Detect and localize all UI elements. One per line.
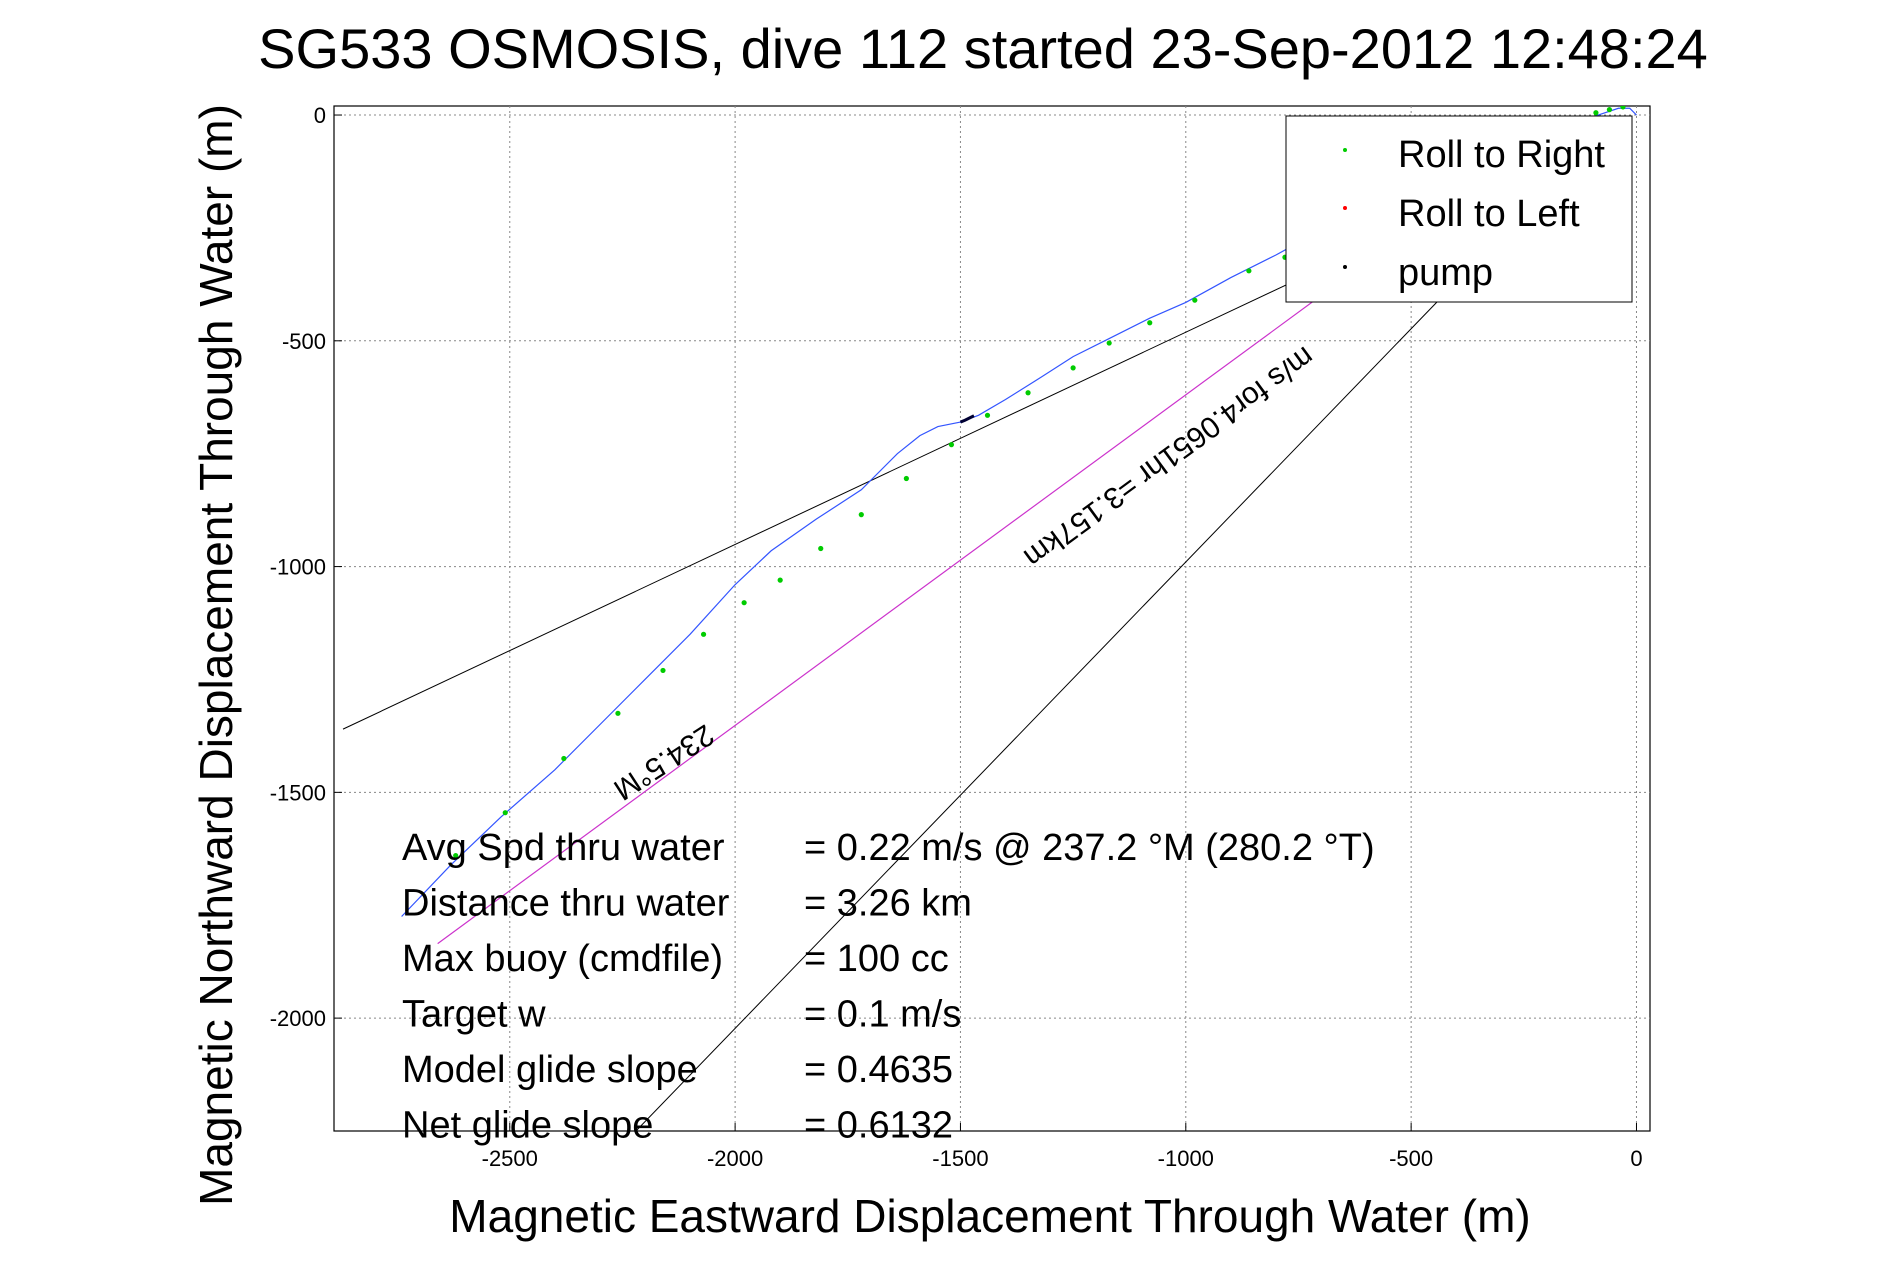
roll-right-point (858, 512, 864, 518)
legend-label-roll-right: Roll to Right (1398, 134, 1605, 176)
roll-right-point (660, 667, 666, 674)
x-tick-label: -1000 (1158, 1146, 1214, 1171)
roll-right-point (561, 755, 567, 762)
roll-right-point (777, 577, 783, 583)
legend: Roll to Right Roll to Left pump (1285, 115, 1633, 303)
roll-right-point (1106, 340, 1112, 346)
chart-title: SG533 OSMOSIS, dive 112 started 23-Sep-2… (258, 17, 1708, 80)
x-tick-label: -2500 (482, 1146, 538, 1171)
stat-value: = 0.1 m/s (804, 994, 961, 1036)
roll-right-point (984, 412, 991, 418)
roll-right-point (818, 545, 824, 552)
x-tick-label: -1500 (932, 1146, 988, 1171)
roll-right-point (948, 442, 955, 448)
reference-line-1 (342, 268, 1322, 730)
roll-right-point (1147, 320, 1153, 326)
x-axis-label: Magnetic Eastward Displacement Through W… (449, 1190, 1530, 1242)
roll-right-point (741, 600, 747, 606)
y-tick-label: -500 (282, 329, 326, 354)
stat-label: Avg Spd thru water (402, 827, 725, 869)
roll-right-point (1246, 268, 1252, 274)
roll-right-point (453, 852, 459, 859)
y-tick-label: 0 (314, 103, 326, 128)
x-tick-label: -500 (1389, 1146, 1433, 1171)
roll-right-point (502, 810, 508, 816)
stat-value: = 0.4635 (804, 1049, 953, 1091)
roll-right-point (1606, 107, 1613, 113)
legend-marker-roll-left (1343, 206, 1347, 210)
stat-value: = 3.26 km (804, 883, 972, 925)
x-tick-label: -2000 (707, 1146, 763, 1171)
roll-right-point (903, 475, 909, 482)
x-tick-label: 0 (1630, 1146, 1642, 1171)
legend-marker-pump (1343, 265, 1347, 269)
pump-segment (959, 414, 975, 424)
y-tick-label: -2000 (270, 1006, 326, 1031)
legend-marker-roll-right (1343, 148, 1347, 152)
roll-right-point (615, 710, 621, 716)
stat-value: = 0.6132 (804, 1105, 953, 1147)
roll-right-point (700, 631, 707, 637)
stat-value: = 100 cc (804, 938, 949, 980)
y-tick-label: -1000 (270, 555, 326, 580)
stat-label: Distance thru water (402, 883, 730, 925)
reference-line-2 (635, 281, 1457, 1131)
current-line (437, 295, 1322, 945)
roll-right-point (1620, 106, 1626, 110)
stat-label: Model glide slope (402, 1049, 698, 1091)
roll-right-point (1025, 390, 1031, 396)
ticks: -2500 -2000 -1500 -1000 -500 0 0 -500 -1000 -1500… (270, 103, 1643, 1171)
legend-label-pump: pump (1398, 252, 1493, 294)
roll-right-point (1070, 365, 1076, 371)
stat-value: = 0.22 m/s @ 237.2 °M (280.2 °T) (804, 827, 1375, 869)
stat-label: Net glide slope (402, 1105, 653, 1147)
stat-label: Max buoy (cmdfile) (402, 938, 723, 980)
stat-label: Target w (402, 994, 546, 1036)
y-axis-label: Magnetic Northward Displacement Through … (190, 104, 242, 1206)
legend-label-roll-left: Roll to Left (1398, 193, 1580, 235)
stats-block: Avg Spd thru water = 0.22 m/s @ 237.2 °M … (402, 827, 1375, 1147)
y-tick-label: -1500 (270, 780, 326, 805)
roll-right-point (1593, 110, 1599, 116)
roll-right-point (1192, 297, 1198, 303)
